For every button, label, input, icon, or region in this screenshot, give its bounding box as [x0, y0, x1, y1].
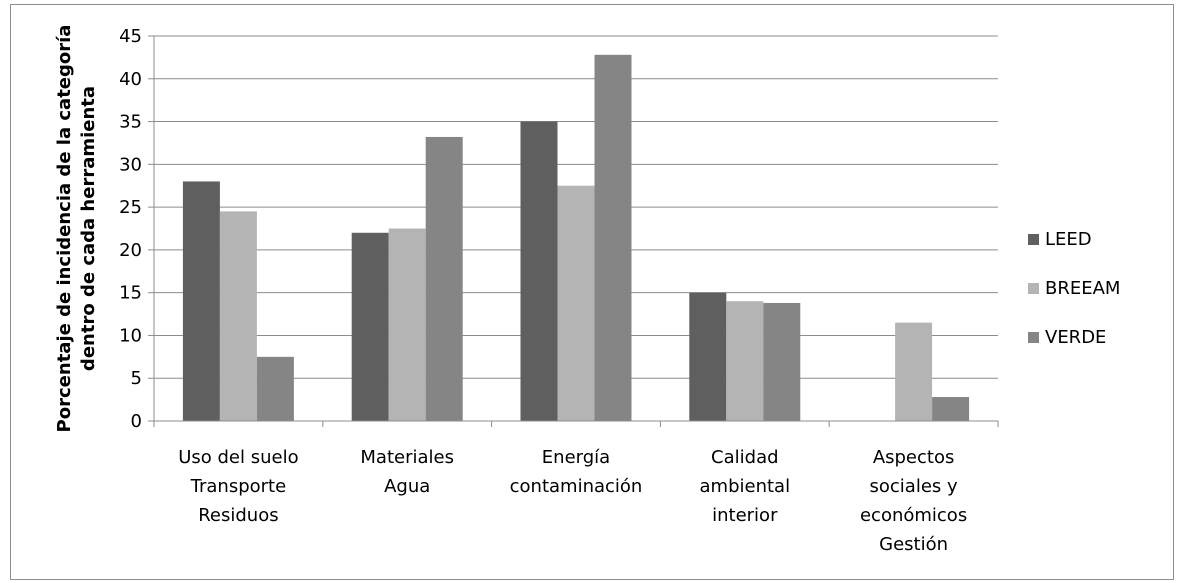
- bar-leed: [351, 232, 389, 421]
- y-tick-label: 40: [119, 69, 142, 90]
- category-label: Materiales Agua: [360, 447, 454, 497]
- category-label: Uso del suelo Transporte Residuos: [178, 447, 298, 526]
- bar-breeam: [219, 211, 257, 421]
- bar-breeam: [557, 185, 595, 421]
- legend-swatch-verde: [1028, 332, 1039, 343]
- bar-verde: [932, 397, 970, 421]
- bar-verde: [425, 136, 463, 421]
- y-tick-label: 5: [131, 368, 142, 389]
- legend-swatch-leed: [1028, 234, 1039, 245]
- y-tick-label: 25: [119, 197, 142, 218]
- bar-breeam: [388, 228, 426, 421]
- y-tick-label: 0: [131, 411, 142, 432]
- legend-label: VERDE: [1045, 327, 1106, 348]
- y-tick-label: 45: [119, 26, 142, 47]
- y-tick-label: 35: [119, 112, 142, 133]
- y-tick-label: 30: [119, 154, 142, 175]
- gridlines: [154, 35, 998, 379]
- axes: [148, 35, 999, 427]
- bar-verde: [594, 54, 632, 421]
- bar-leed: [520, 121, 558, 422]
- category-label: Energía contaminación: [510, 447, 643, 497]
- bar-leed: [182, 181, 220, 421]
- bar-verde: [763, 302, 801, 421]
- bar-verde: [256, 356, 294, 421]
- bar-breeam: [895, 322, 933, 421]
- legend-label: LEED: [1045, 229, 1092, 250]
- legend-swatch-breeam: [1028, 283, 1039, 294]
- bar-leed: [689, 292, 727, 421]
- bars: [182, 54, 970, 422]
- y-tick-label: 15: [119, 283, 142, 304]
- y-tick-label: 10: [119, 325, 142, 346]
- y-tick-label: 20: [119, 240, 142, 261]
- category-label: Aspectos sociales y económicos Gestión: [860, 447, 967, 555]
- legend: LEED BREEAM VERDE: [1028, 229, 1120, 348]
- bar-breeam: [726, 301, 764, 421]
- y-tick-labels: 0 5 10 15 20 25 30 35 40 45: [119, 26, 142, 432]
- category-label: Calidad ambiental interior: [700, 447, 791, 526]
- legend-label: BREEAM: [1045, 278, 1120, 299]
- y-axis-label: Porcentaje de incidencia de la categoría…: [54, 25, 99, 433]
- x-category-labels: Uso del suelo Transporte Residuos Materiale…: [178, 447, 967, 555]
